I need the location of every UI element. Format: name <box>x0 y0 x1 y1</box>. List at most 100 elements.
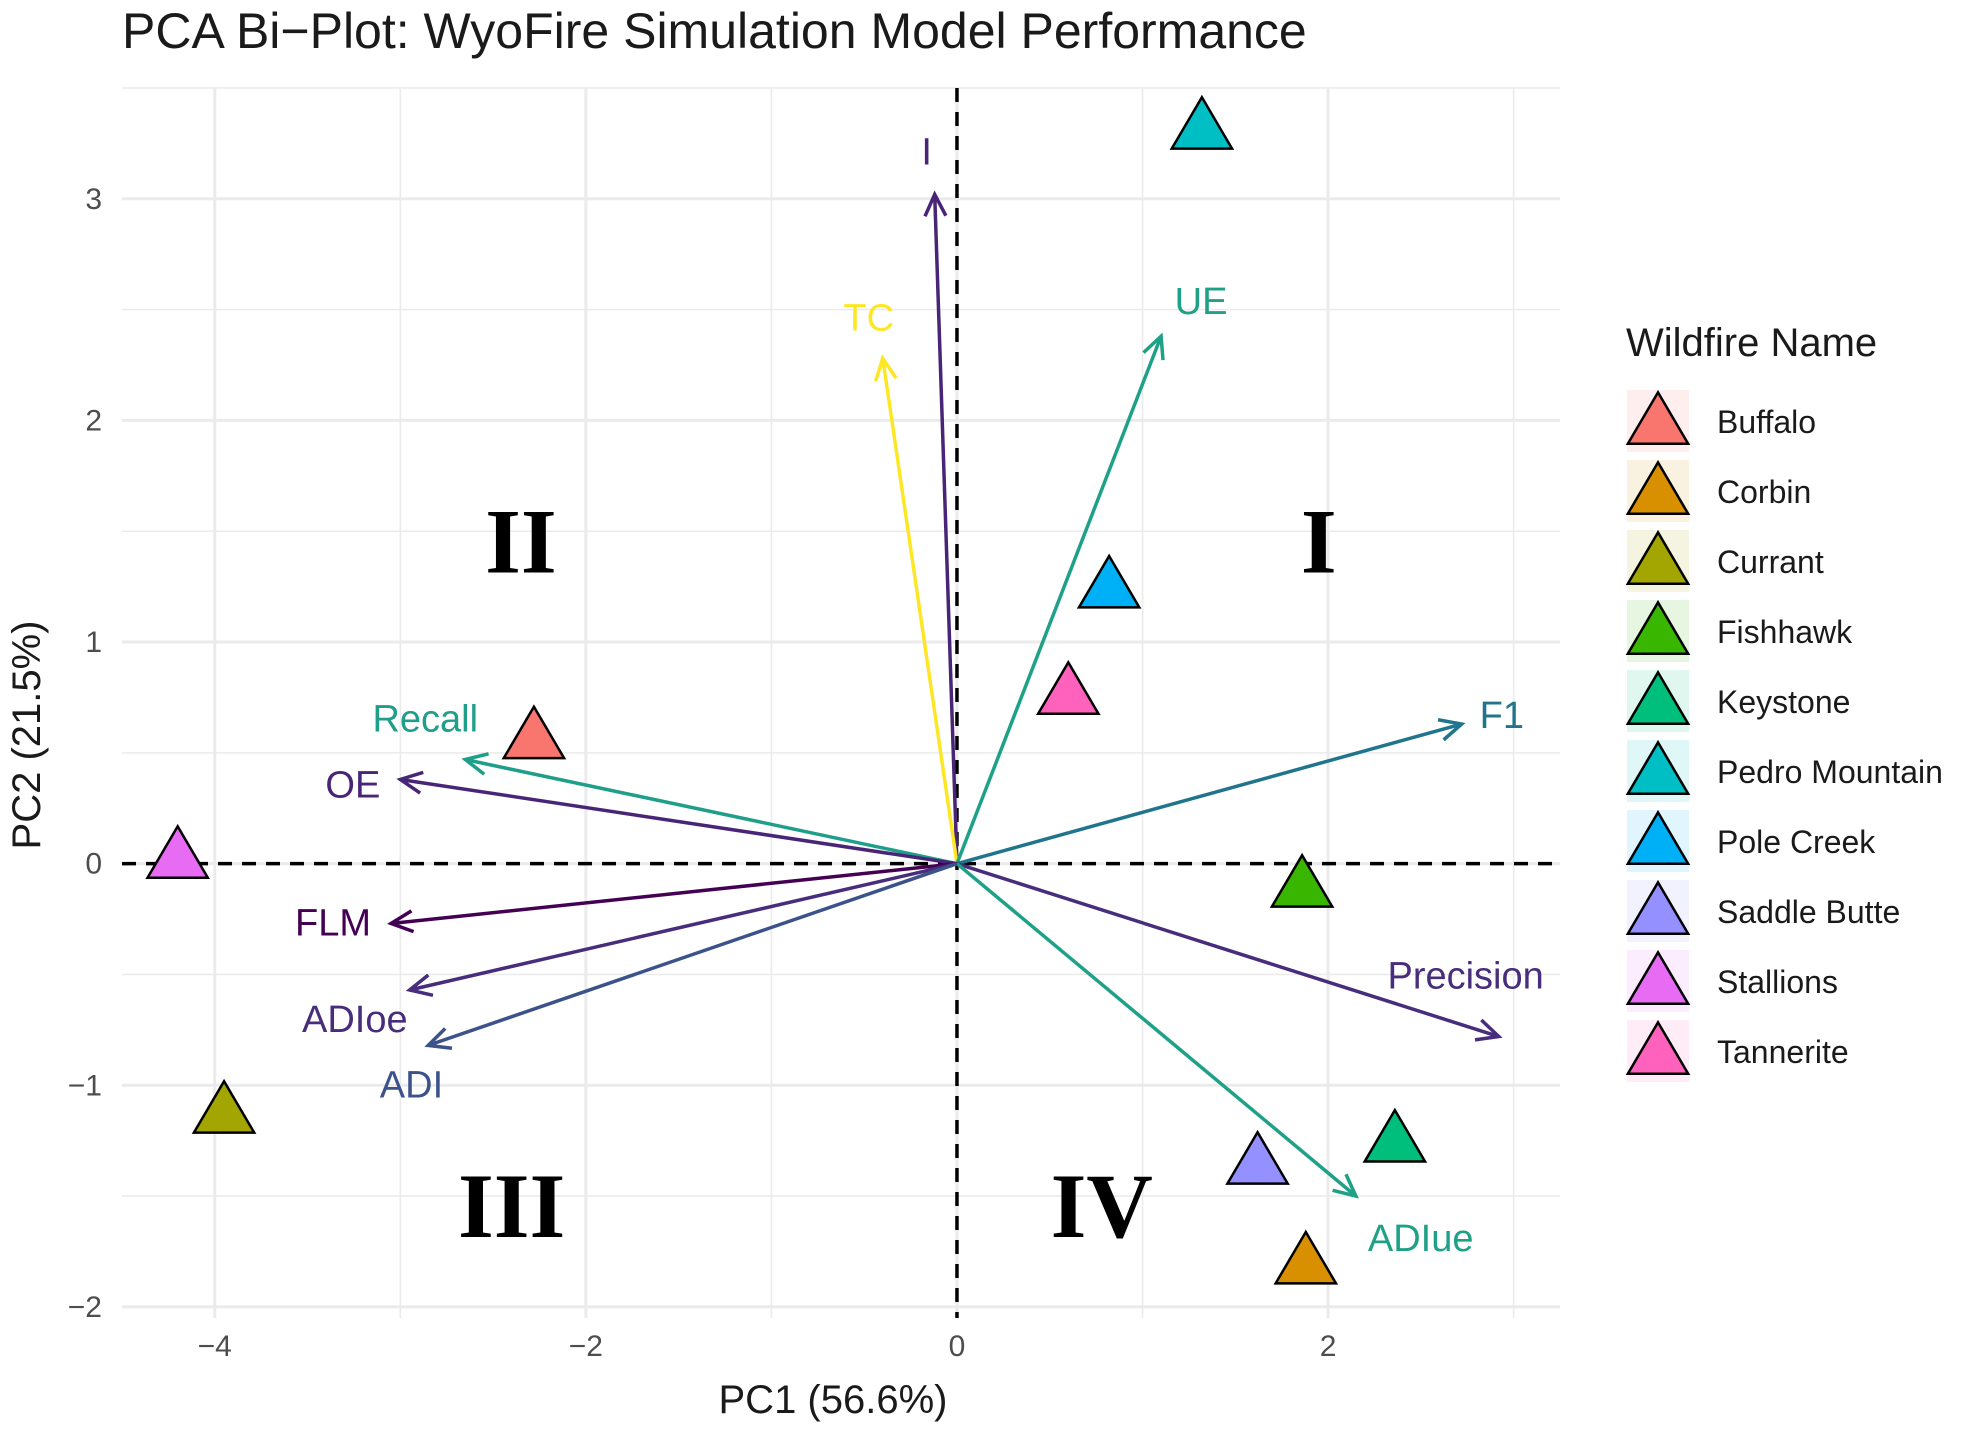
x-tick-label: −2 <box>569 1330 603 1363</box>
legend-key-triangle <box>1625 879 1691 935</box>
legend-label: Fishhawk <box>1717 614 1853 650</box>
point-saddle-butte <box>1225 1129 1290 1185</box>
point-keystone <box>1362 1107 1428 1163</box>
tick-labels: −4 −2 0 2 −2 −1 0 1 2 3 <box>68 183 1337 1363</box>
legend-key-triangle <box>1625 529 1691 585</box>
legend-item: Pole Creek <box>1625 809 1876 872</box>
loading-vector-recall: Recall <box>372 699 958 866</box>
legend: Wildfire Name Buffalo Corbin Currant Fishha… <box>1625 321 1943 1082</box>
legend-key-triangle <box>1625 599 1691 655</box>
legend-key-triangle <box>1625 809 1691 865</box>
legend-label: Corbin <box>1717 474 1811 510</box>
grid-lines <box>122 87 1560 1318</box>
loading-vector-oe: OE <box>325 764 958 866</box>
loading-label-flm: FLM <box>295 903 371 945</box>
loading-arrow-shaft <box>955 862 1358 1198</box>
zero-axes <box>122 88 1560 1318</box>
legend-key-triangle <box>1625 459 1691 515</box>
loading-vector-flm: FLM <box>295 861 958 945</box>
loading-vector-i: I <box>921 131 959 864</box>
point-buffalo <box>501 704 567 760</box>
loading-label-i: I <box>921 131 932 173</box>
y-tick-label: 3 <box>85 183 102 216</box>
loading-arrow-head <box>405 973 434 998</box>
loading-arrow-shaft <box>956 722 1463 866</box>
legend-label: Pole Creek <box>1717 824 1876 860</box>
loading-arrow-shaft <box>955 335 1163 865</box>
loading-arrow-shaft <box>956 862 1500 1039</box>
legend-key-triangle <box>1625 1019 1691 1075</box>
quadrant-label: III <box>458 1155 565 1257</box>
loading-vectors: I TC UE F1 Precision ADIue Recall OE FLM ADIoe ADI <box>295 131 1544 1260</box>
loading-vector-tc: TC <box>843 297 959 864</box>
loading-arrow-shaft <box>464 757 958 866</box>
loading-arrow-head <box>923 190 948 218</box>
loading-vector-f1: F1 <box>956 695 1524 866</box>
loading-label-precision: Precision <box>1387 956 1543 998</box>
point-pedro-mountain <box>1169 94 1235 150</box>
y-tick-label: 0 <box>85 848 102 881</box>
point-pole-creek <box>1076 553 1142 609</box>
observation-points <box>145 94 1428 1285</box>
legend-label: Tannerite <box>1717 1034 1849 1070</box>
legend-label: Saddle Butte <box>1717 894 1900 930</box>
legend-key-triangle <box>1625 739 1691 795</box>
legend-key-triangle <box>1625 669 1691 725</box>
loading-arrow-shaft <box>881 358 959 864</box>
legend-item: Fishhawk <box>1625 599 1853 662</box>
loading-arrow-shaft <box>409 861 958 992</box>
legend-item: Corbin <box>1625 459 1811 522</box>
legend-label: Stallions <box>1717 964 1838 1000</box>
loading-arrow-head <box>1142 332 1165 361</box>
quadrant-label: II <box>485 490 557 592</box>
point-tannerite <box>1035 659 1101 716</box>
loading-arrow-shaft <box>427 862 958 1048</box>
loading-vector-ue: UE <box>955 281 1228 865</box>
loading-arrow-head <box>396 770 424 795</box>
legend-label: Buffalo <box>1717 404 1816 440</box>
point-corbin <box>1273 1229 1339 1285</box>
legend-item: Saddle Butte <box>1625 879 1900 942</box>
loading-arrow-head <box>461 752 489 776</box>
legend-item: Pedro Mountain <box>1625 739 1943 802</box>
x-axis-title: PC1 (56.6%) <box>719 1378 948 1422</box>
loading-vector-adiue: ADIue <box>955 862 1474 1260</box>
loading-arrow-shaft <box>932 194 959 864</box>
quadrant-label: I <box>1301 490 1337 592</box>
loading-label-ue: UE <box>1175 281 1228 323</box>
legend-item: Tannerite <box>1625 1019 1849 1082</box>
legend-item: Currant <box>1625 529 1824 592</box>
loading-arrow-head <box>387 909 415 934</box>
legend-item: Buffalo <box>1625 389 1816 452</box>
legend-label: Currant <box>1717 544 1824 580</box>
loading-arrow-head <box>1332 1173 1359 1199</box>
legend-label: Pedro Mountain <box>1717 754 1943 790</box>
loading-label-tc: TC <box>843 297 894 339</box>
loading-arrow-head <box>1474 1018 1503 1042</box>
x-tick-label: 2 <box>1320 1330 1337 1363</box>
legend-item: Keystone <box>1625 669 1850 732</box>
loading-arrow-head <box>424 1027 453 1050</box>
legend-item: Stallions <box>1625 949 1838 1012</box>
y-axis-title: PC2 (21.5%) <box>5 621 49 850</box>
loading-vector-adi: ADI <box>380 862 958 1106</box>
x-tick-label: 0 <box>949 1330 966 1363</box>
loading-label-adiue: ADIue <box>1368 1218 1474 1260</box>
loading-arrow-shaft <box>390 861 958 926</box>
legend-title: Wildfire Name <box>1626 321 1877 365</box>
x-tick-label: −4 <box>198 1330 232 1363</box>
point-stallions <box>145 823 211 880</box>
loading-vector-adioe: ADIoe <box>302 861 958 1041</box>
quadrant-label: IV <box>1051 1155 1153 1257</box>
loading-vector-precision: Precision <box>956 862 1544 1042</box>
loading-label-recall: Recall <box>372 699 478 741</box>
chart-title: PCA Bi−Plot: WyoFire Simulation Model Pe… <box>122 3 1307 59</box>
point-currant <box>191 1078 257 1134</box>
y-tick-label: 1 <box>85 626 102 659</box>
y-tick-label: −2 <box>68 1291 102 1324</box>
loading-arrow-head <box>1437 718 1466 742</box>
point-fishhawk <box>1269 852 1335 908</box>
y-tick-label: 2 <box>85 404 102 437</box>
